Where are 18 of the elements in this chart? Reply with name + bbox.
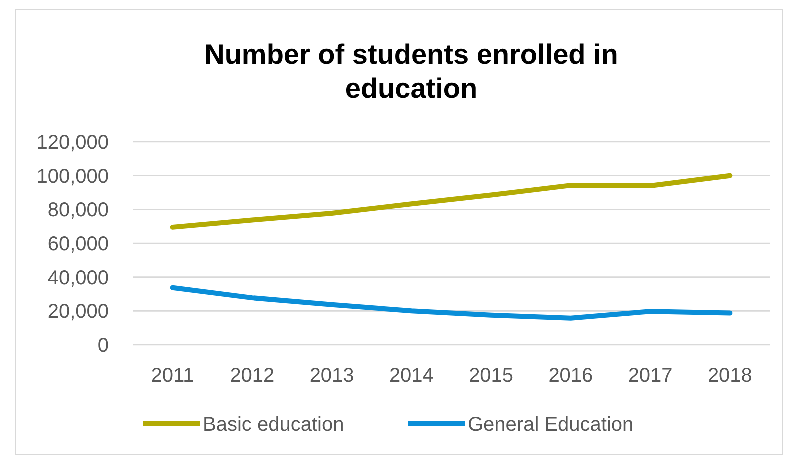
y-tick-label: 80,000 xyxy=(48,200,109,222)
chart-title: Number of students enrolled in education xyxy=(204,39,618,104)
x-tick-label: 2016 xyxy=(548,365,594,387)
x-tick-label: 2013 xyxy=(310,365,354,387)
x-tick-label: 2017 xyxy=(628,365,673,387)
legend-label: Basic education xyxy=(203,414,344,436)
x-tick-label: 2011 xyxy=(151,365,194,387)
y-tick-label: 120,000 xyxy=(36,132,109,154)
y-tick-label: 60,000 xyxy=(48,234,109,256)
x-tick-label: 2012 xyxy=(230,365,275,387)
y-tick-label: 20,000 xyxy=(48,301,109,324)
y-tick-label: 0 xyxy=(98,335,109,357)
y-tick-label: 100,000 xyxy=(36,166,109,188)
legend-label: General Education xyxy=(468,414,634,436)
x-tick-label: 2014 xyxy=(389,365,434,387)
y-tick-label: 40,000 xyxy=(48,267,109,290)
x-tick-label: 2015 xyxy=(469,365,514,387)
x-tick-label: 2018 xyxy=(708,365,752,387)
